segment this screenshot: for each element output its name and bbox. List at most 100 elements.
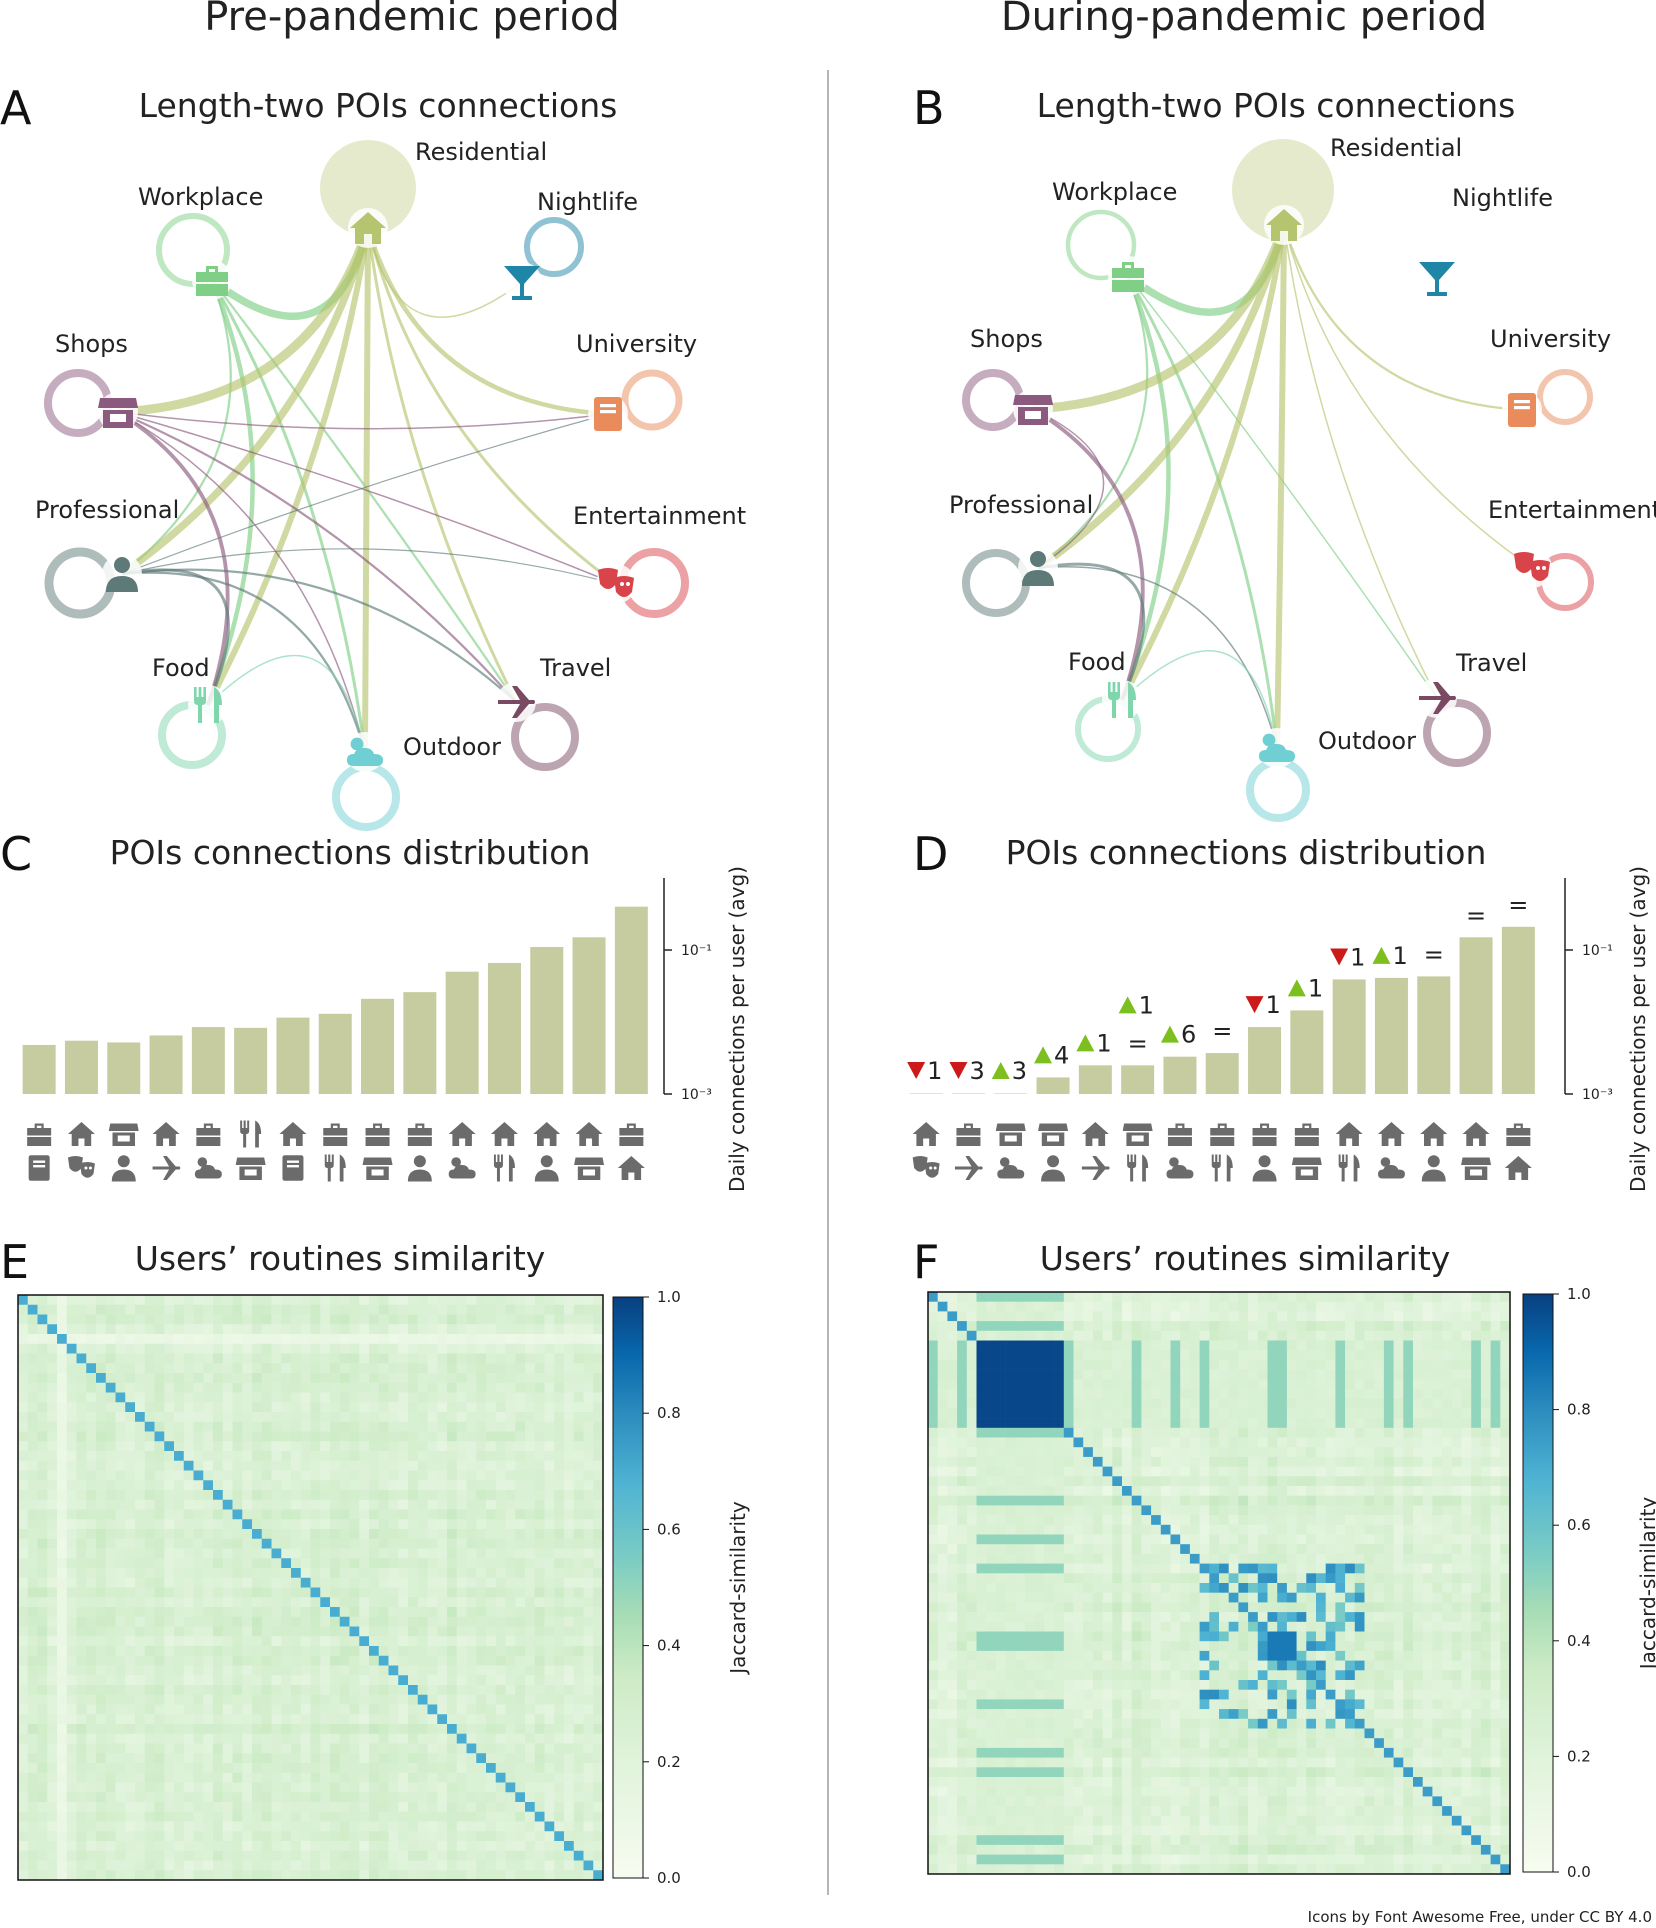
heatmap-cell <box>125 1295 136 1306</box>
heatmap-cell <box>1199 1398 1210 1409</box>
heatmap-cell <box>291 1626 302 1637</box>
heatmap-cell <box>27 1802 38 1813</box>
heatmap-cell <box>486 1343 497 1354</box>
heatmap-cell <box>1277 1311 1288 1322</box>
heatmap-cell <box>1189 1447 1200 1458</box>
heatmap-cell <box>144 1490 155 1501</box>
heatmap-cell <box>573 1636 584 1647</box>
heatmap-cell <box>300 1587 311 1598</box>
heatmap-cell <box>320 1343 331 1354</box>
heatmap-cell <box>1422 1418 1433 1429</box>
heatmap-cell <box>1112 1418 1123 1429</box>
heatmap-cell <box>96 1519 107 1530</box>
heatmap-cell <box>534 1802 545 1813</box>
heatmap-cell <box>544 1587 555 1598</box>
heatmap-cell <box>1277 1427 1288 1438</box>
heatmap-cell <box>1112 1379 1123 1390</box>
heatmap-cell <box>339 1587 350 1598</box>
heatmap-cell <box>583 1616 594 1627</box>
bar <box>1205 1053 1239 1094</box>
heatmap-cell <box>1335 1292 1346 1302</box>
heatmap-cell <box>222 1295 233 1306</box>
heatmap-cell <box>417 1665 428 1676</box>
heatmap-cell <box>213 1519 224 1530</box>
heatmap-cell <box>1151 1447 1162 1458</box>
heatmap-cell <box>232 1675 243 1686</box>
heatmap-cell <box>515 1421 526 1432</box>
heatmap-cell <box>1403 1369 1414 1380</box>
heatmap-cell <box>115 1782 126 1793</box>
heatmap-cell <box>47 1743 58 1754</box>
heatmap-cell <box>1451 1311 1462 1322</box>
heatmap-cell <box>86 1295 97 1306</box>
heatmap-cell <box>339 1626 350 1637</box>
heatmap-cell <box>135 1821 146 1832</box>
heatmap-cell <box>525 1831 536 1842</box>
heatmap-cell <box>593 1392 604 1403</box>
heatmap-cell <box>57 1568 68 1579</box>
heatmap-cell <box>281 1714 292 1725</box>
heatmap-cell <box>300 1753 311 1764</box>
heatmap-cell <box>252 1421 263 1432</box>
heatmap-cell <box>583 1548 594 1559</box>
heatmap-cell <box>1141 1292 1152 1302</box>
heatmap-cell <box>369 1304 380 1315</box>
heatmap-cell <box>398 1685 409 1696</box>
heatmap-cell <box>330 1685 341 1696</box>
heatmap-cell <box>573 1460 584 1471</box>
rank-change-up-arrow <box>1034 1046 1053 1064</box>
heatmap-cell <box>398 1841 409 1852</box>
heatmap-cell <box>57 1724 68 1735</box>
heatmap-cell <box>125 1841 136 1852</box>
heatmap-cell <box>1199 1330 1210 1341</box>
heatmap-cell <box>486 1714 497 1725</box>
heatmap-cell <box>1160 1427 1171 1438</box>
heatmap-cell <box>125 1782 136 1793</box>
heatmap-cell <box>573 1597 584 1608</box>
heatmap-cell <box>466 1499 477 1510</box>
heatmap-cell <box>261 1704 272 1715</box>
heatmap-cell <box>398 1646 409 1657</box>
heatmap-cell <box>1306 1330 1317 1341</box>
heatmap-cell <box>27 1509 38 1520</box>
heatmap-cell <box>476 1295 487 1306</box>
heatmap-cell <box>554 1343 565 1354</box>
heatmap-cell <box>1102 1330 1113 1341</box>
heatmap-cell <box>174 1480 185 1491</box>
heatmap-cell <box>1306 1418 1317 1429</box>
heatmap-cell <box>525 1373 536 1384</box>
heatmap-cell <box>164 1460 175 1471</box>
heatmap-cell <box>976 1292 987 1302</box>
heatmap-cell <box>1335 1340 1346 1351</box>
heatmap-cell <box>505 1363 516 1374</box>
heatmap-cell <box>115 1343 126 1354</box>
heatmap-cell <box>476 1343 487 1354</box>
heatmap-cell <box>417 1314 428 1325</box>
heatmap-cell <box>966 1311 977 1322</box>
heatmap-cell <box>583 1480 594 1491</box>
heatmap-cell <box>27 1636 38 1647</box>
heatmap-cell <box>495 1519 506 1530</box>
heatmap-cell <box>486 1577 497 1588</box>
heatmap-cell <box>242 1831 253 1842</box>
heatmap-cell <box>1490 1301 1501 1312</box>
heatmap-cell <box>222 1587 233 1598</box>
heatmap-cell <box>388 1373 399 1384</box>
heatmap-cell <box>995 1350 1006 1361</box>
heatmap-cell <box>27 1421 38 1432</box>
rank-change-value: 1 <box>1266 991 1281 1019</box>
heatmap-cell <box>174 1412 185 1423</box>
heatmap-cell <box>125 1529 136 1540</box>
heatmap-cell <box>417 1392 428 1403</box>
heatmap-cell <box>18 1431 29 1442</box>
heatmap-cell <box>232 1597 243 1608</box>
heatmap-cell <box>1364 1418 1375 1429</box>
heatmap-cell <box>183 1694 194 1705</box>
heatmap-cell <box>232 1519 243 1530</box>
heatmap-cell <box>76 1529 87 1540</box>
heatmap-cell <box>291 1304 302 1315</box>
heatmap-cell <box>437 1646 448 1657</box>
store-icon <box>1461 1157 1492 1180</box>
heatmap-cell <box>928 1321 938 1332</box>
heatmap-cell <box>1325 1292 1336 1302</box>
